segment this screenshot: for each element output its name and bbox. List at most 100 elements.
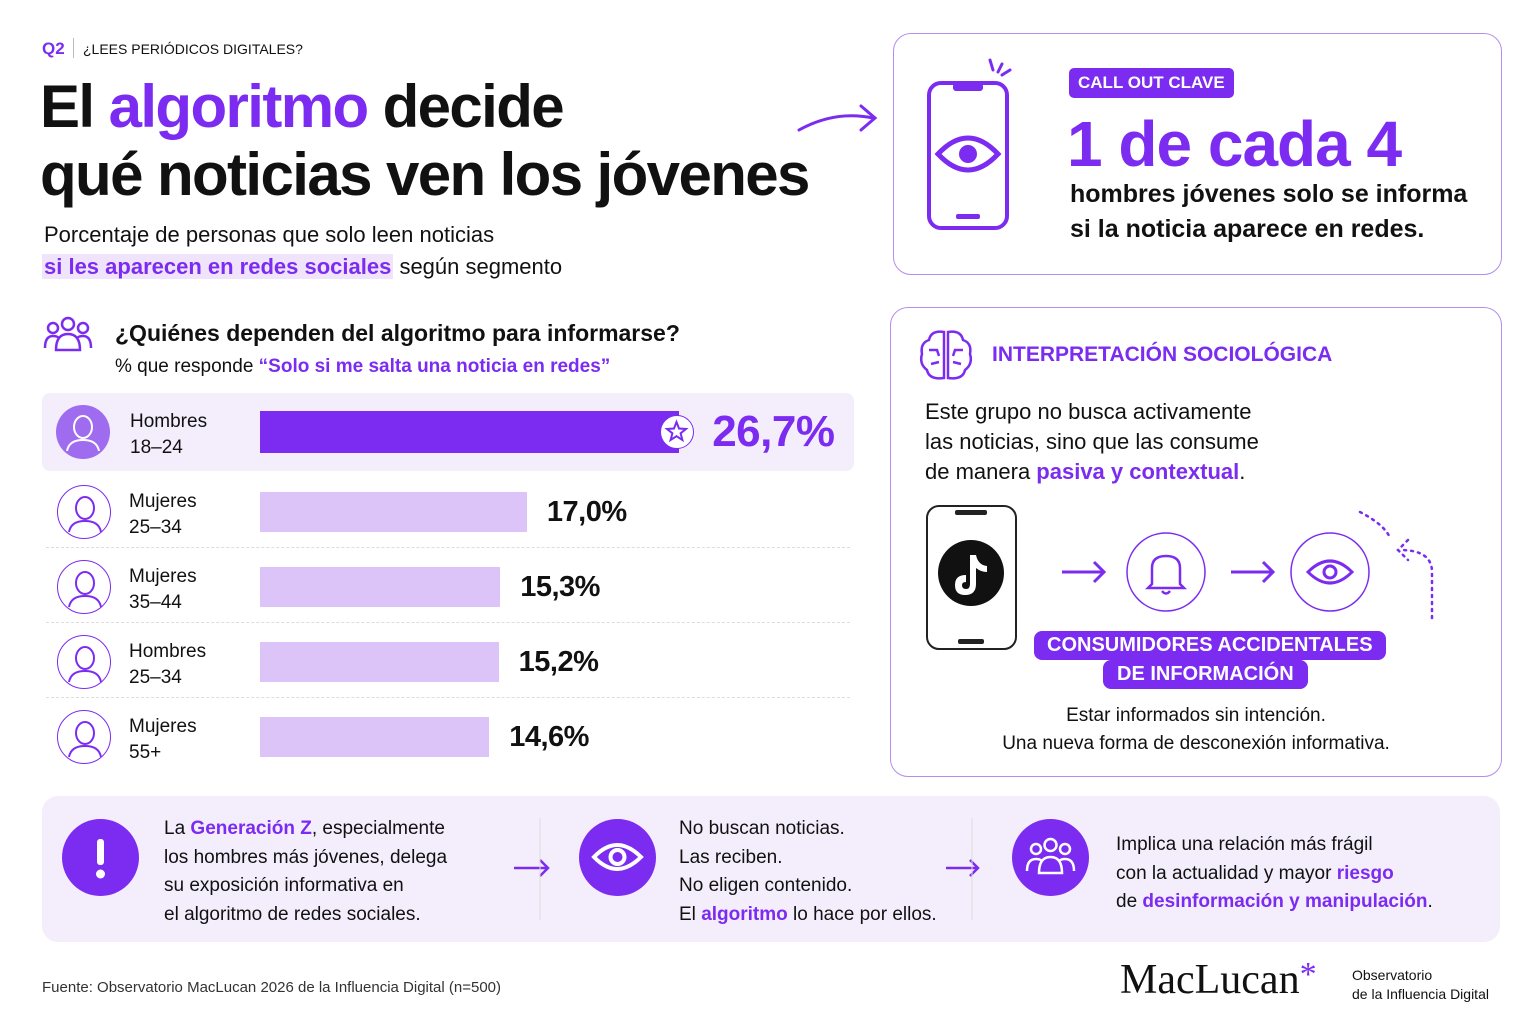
subtitle-accent: si les aparecen en redes sociales (42, 254, 394, 279)
tag: Q2 (42, 39, 65, 58)
subtitle: Porcentaje de personas que solo leen not… (44, 222, 495, 247)
star-badge (660, 415, 695, 449)
callout-headline: 1 de cada 4 (1067, 108, 1402, 180)
brand-sub-line: de la Influencia Digital (1352, 986, 1489, 1002)
category-label: Mujeres (129, 491, 197, 512)
text-part: . (1427, 891, 1433, 912)
value-label: 15,2% (518, 646, 599, 678)
source: Fuente: Observatorio MacLucan 2026 de la… (42, 979, 502, 996)
brand-sub: Observatorio de la Influencia Digital (1352, 966, 1489, 1004)
bar (260, 492, 527, 532)
text-line: los hombres más jóvenes, delega (164, 846, 448, 868)
text-part: La (164, 818, 191, 839)
chart-title: ¿Quiénes dependen del algoritmo para inf… (115, 320, 680, 346)
row-divider (46, 547, 850, 548)
subtitle: si les aparecen en redes sociales según … (42, 254, 562, 280)
text-line: No eligen contenido. (679, 875, 853, 896)
bar (260, 567, 501, 607)
avatar (57, 635, 111, 689)
avatar (56, 405, 110, 459)
subtitle-quote: “Solo si me salta una noticia en redes” (258, 356, 611, 377)
question: ¿LEES PERIÓDICOS DIGITALES? (83, 41, 303, 57)
text-part: . (1239, 459, 1246, 484)
text-part: , especialmente (311, 818, 445, 839)
badge-line: DE INFORMACIÓN (1103, 660, 1308, 689)
alert-icon (96, 839, 105, 879)
caption: Estar informados sin intención. Una nueva… (890, 702, 1502, 758)
eye-icon (591, 843, 644, 871)
text-accent: pasiva y contextual (1036, 459, 1240, 484)
row-divider (46, 622, 850, 623)
text-line: el algoritmo de redes sociales. (164, 903, 421, 925)
bar (260, 642, 499, 682)
subtitle-part: % que responde (115, 356, 259, 377)
text-line: Este grupo no busca activamente (925, 399, 1252, 424)
value-label: 14,6% (509, 721, 589, 753)
callout-text: hombres jóvenes solo se informa (1070, 180, 1468, 208)
text-part: lo hace por ellos. (787, 903, 937, 925)
text-accent: desinformación y manipulación (1142, 891, 1428, 912)
person-icon (68, 721, 102, 758)
value-label: 17,0% (546, 496, 627, 528)
callout-text: si la noticia aparece en redes. (1070, 215, 1425, 243)
person-icon (68, 646, 102, 683)
subtitle-part: según segmento (393, 254, 563, 279)
text-accent: algoritmo (701, 903, 788, 925)
title-line: El algoritmo decide (40, 72, 565, 141)
category-label: 25–34 (129, 517, 182, 538)
text-line: No buscan noticias. (679, 818, 845, 839)
summary-band (42, 796, 1500, 942)
people-icon (1025, 837, 1076, 875)
title-part: El (40, 73, 109, 140)
category-label: Mujeres (129, 566, 197, 587)
person-icon (66, 415, 100, 452)
value-label: 26,7% (712, 407, 835, 456)
summary-text: No buscan noticias. Las reciben. No eligen… (679, 815, 937, 929)
summary-text: Implica una relación más frágil con la ac… (1116, 831, 1433, 917)
interpretation-title: INTERPRETACIÓN SOCIOLÓGICA (992, 343, 1333, 366)
icon-circle (579, 819, 656, 896)
title-line: qué noticias ven los jóvenes (40, 141, 810, 208)
divider (73, 38, 74, 58)
category-label: 35–44 (129, 592, 182, 613)
star-icon (664, 419, 689, 443)
icon-circle (1012, 819, 1089, 896)
person-icon (68, 571, 102, 608)
chart-subtitle: % que responde “Solo si me salta una not… (115, 356, 610, 378)
text-part: El (679, 903, 702, 925)
category-label: 55+ (129, 742, 162, 763)
category-label: Hombres (130, 411, 208, 432)
flow-diagram (926, 505, 1434, 650)
brand-sub-line: Observatorio (1352, 967, 1433, 983)
person-icon (68, 496, 102, 533)
avatar (57, 485, 111, 539)
interpretation-text: Este grupo no busca activamente las notic… (925, 397, 1259, 487)
avatar (57, 710, 111, 764)
title-part: decide (367, 73, 565, 140)
callout-box (893, 33, 1502, 275)
brand-name: MacLucan (1120, 957, 1300, 1003)
text-accent: riesgo (1336, 862, 1394, 884)
separators (514, 818, 980, 920)
people-icon (43, 316, 93, 352)
bar (260, 717, 490, 757)
value-label: 15,3% (520, 571, 600, 603)
text-line: su exposición informativa en (164, 875, 404, 896)
arrow (797, 104, 878, 132)
caption-line: Estar informados sin intención. (1066, 705, 1326, 726)
phone-icon (927, 58, 1012, 230)
text-line: Implica una relación más frágil (1116, 834, 1373, 855)
category-label: Mujeres (129, 716, 197, 737)
category-label: 25–34 (129, 667, 182, 688)
text-part: con la actualidad y mayor (1116, 862, 1337, 884)
category-label: 18–24 (130, 437, 183, 458)
interpretation-box (890, 307, 1502, 777)
brand-mark: * (1299, 956, 1317, 993)
caption-line: Una nueva forma de desconexión informati… (1002, 733, 1390, 754)
bar (260, 411, 680, 453)
text-line: Las reciben. (679, 846, 783, 868)
text-line: las noticias, sino que las consume (925, 429, 1259, 454)
badge-line: CONSUMIDORES ACCIDENTALES (1034, 631, 1386, 660)
bar-chart: Hombres 18–24 26,7% Mujeres 25–34 17,0% Mujere… (0, 0, 900, 780)
